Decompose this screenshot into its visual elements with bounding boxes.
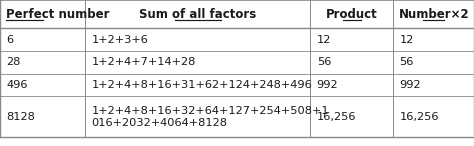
Text: 1+2+4+8+16+31+62+124+248+496: 1+2+4+8+16+31+62+124+248+496	[91, 80, 312, 90]
Text: 1+2+4+8+16+32+64+127+254+508+1
016+2032+4064+8128: 1+2+4+8+16+32+64+127+254+508+1 016+2032+…	[91, 106, 329, 128]
Text: 1+2+3+6: 1+2+3+6	[91, 35, 148, 45]
Text: Number×2: Number×2	[399, 8, 469, 21]
Text: Perfect number: Perfect number	[6, 8, 109, 21]
Text: 16,256: 16,256	[400, 112, 439, 122]
Text: 28: 28	[6, 57, 20, 67]
Text: 1+2+4+7+14+28: 1+2+4+7+14+28	[91, 57, 196, 67]
Text: 8128: 8128	[6, 112, 35, 122]
Text: Product: Product	[326, 8, 378, 21]
Text: 16,256: 16,256	[317, 112, 356, 122]
Text: 56: 56	[317, 57, 331, 67]
Text: 56: 56	[400, 57, 414, 67]
Text: 496: 496	[6, 80, 27, 90]
Text: 12: 12	[317, 35, 331, 45]
Text: 12: 12	[400, 35, 414, 45]
Text: 992: 992	[317, 80, 338, 90]
Text: 992: 992	[400, 80, 421, 90]
Text: Sum of all factors: Sum of all factors	[139, 8, 256, 21]
Text: 6: 6	[6, 35, 13, 45]
